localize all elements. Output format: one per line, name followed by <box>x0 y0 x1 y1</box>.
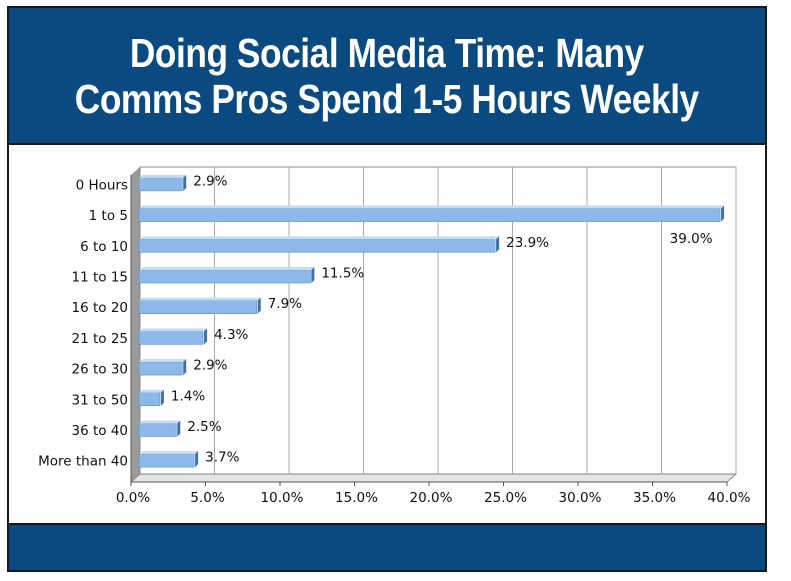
x-tick-label: 30.0% <box>559 490 602 506</box>
x-tick-label: 10.0% <box>261 490 304 506</box>
bar <box>138 423 177 437</box>
bar-end-face <box>721 205 725 222</box>
bar-end-face <box>160 389 164 406</box>
bar <box>138 238 496 253</box>
data-label: 11.5% <box>321 265 364 281</box>
footer-banner <box>9 523 765 570</box>
bar-end-face <box>183 174 187 191</box>
y-tick-label: 31 to 50 <box>72 392 129 408</box>
x-tick-label: 40.0% <box>708 490 751 506</box>
x-tick-label: 25.0% <box>484 490 527 506</box>
data-label: 7.9% <box>268 296 302 312</box>
bar-top-face <box>139 328 208 332</box>
y-tick-label: 26 to 30 <box>72 362 129 378</box>
bar-end-face <box>177 420 181 437</box>
bar-end-face <box>496 236 500 253</box>
data-label: 3.7% <box>205 450 239 466</box>
title-line-1: Doing Social Media Time: Many <box>130 29 644 76</box>
bar <box>138 269 311 284</box>
bar <box>138 392 161 407</box>
x-tick-label: 20.0% <box>410 490 453 506</box>
bar-end-face <box>257 297 261 314</box>
data-label: 2.9% <box>193 173 227 189</box>
title-line-2: Comms Pros Spend 1-5 Hours Weekly <box>75 75 699 122</box>
y-tick-label: More than 40 <box>38 454 128 470</box>
data-label: 23.9% <box>506 235 549 251</box>
bar-end-face <box>311 266 315 283</box>
bar <box>138 361 183 376</box>
bar-top-face <box>139 205 725 209</box>
bar <box>138 453 195 468</box>
y-tick-label: 6 to 10 <box>80 239 128 255</box>
bar-top-face <box>139 174 187 178</box>
bar-top-face <box>139 451 199 455</box>
bar <box>138 331 204 345</box>
data-label: 1.4% <box>171 388 205 404</box>
data-label: 39.0% <box>670 231 713 247</box>
bar-end-face <box>195 451 199 468</box>
bar <box>138 208 721 222</box>
y-tick-label: 16 to 20 <box>72 300 129 316</box>
y-tick-label: 0 Hours <box>76 177 128 193</box>
bar-top-face <box>139 266 315 270</box>
x-tick-label: 0.0% <box>116 490 150 506</box>
x-tick-label: 15.0% <box>335 490 378 506</box>
y-tick-label: 36 to 40 <box>72 423 129 439</box>
x-tick-label: 35.0% <box>633 490 676 506</box>
y-tick-label: 11 to 15 <box>72 269 129 285</box>
y-tick-label: 1 to 5 <box>89 208 128 224</box>
bar-end-face <box>183 359 187 376</box>
bar <box>138 300 258 314</box>
bar-top-face <box>139 420 181 424</box>
bar-top-face <box>139 236 500 240</box>
y-tick-label: 21 to 25 <box>72 331 129 347</box>
data-label: 4.3% <box>214 327 248 343</box>
bar-top-face <box>139 297 261 301</box>
side-wall <box>131 167 140 482</box>
bar-top-face <box>139 359 187 363</box>
title-banner: Doing Social Media Time: Many Comms Pros… <box>9 8 765 145</box>
data-label: 2.5% <box>187 419 221 435</box>
x-tick-label: 5.0% <box>190 490 224 506</box>
data-label: 2.9% <box>193 358 227 374</box>
bar-top-face <box>139 389 164 393</box>
bar <box>138 177 183 192</box>
bar-end-face <box>204 328 208 345</box>
chart-floor <box>129 473 738 483</box>
